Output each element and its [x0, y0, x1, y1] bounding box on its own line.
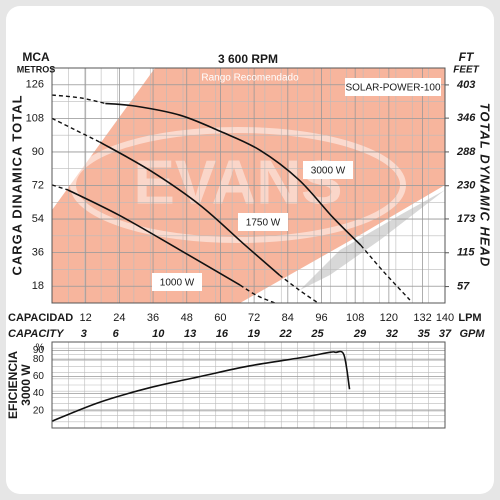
y-tick-label: 90 [32, 146, 44, 158]
x-tick-label: 96 [315, 312, 327, 324]
watermark: EVANS [133, 148, 342, 217]
series-label: 3000 W [311, 166, 346, 177]
eff-unit: % [36, 343, 45, 354]
series-label-box [303, 161, 353, 179]
x2-tick-label: 16 [216, 328, 229, 340]
x2-tick-label: 19 [248, 328, 261, 340]
x-tick-label: 60 [214, 312, 226, 324]
y2-tick-label: 57 [457, 280, 470, 292]
series-label-box [238, 213, 288, 231]
dashed-curve [51, 94, 106, 105]
curve [51, 350, 351, 422]
x2-unit: GPM [459, 328, 485, 340]
y2-unit: FT [459, 50, 475, 64]
y2-tick-label: 173 [457, 213, 475, 225]
y-tick-label: 18 [32, 280, 44, 292]
y-unit: MCA [22, 50, 50, 64]
y-tick-label: 80 [33, 354, 45, 365]
series-label-box [152, 273, 202, 291]
y-tick-label: 40 [33, 388, 45, 399]
x2-tick-label: 32 [386, 328, 398, 340]
y-tick-label: 72 [32, 179, 44, 191]
x2-tick-label: 22 [279, 328, 292, 340]
y2-label: TOTAL DYNAMIC HEAD [478, 103, 493, 268]
y2-tick-label: 115 [457, 247, 475, 259]
logo-ring [70, 127, 406, 243]
x-tick-label: 108 [346, 312, 364, 324]
eff-label: 3000 W [19, 364, 33, 406]
x-tick-label: 72 [248, 312, 260, 324]
dashed-curve [278, 274, 319, 304]
y-tick-label: 108 [26, 112, 44, 124]
series-label: 1750 W [246, 218, 281, 229]
x-tick-label: 132 [413, 312, 431, 324]
curve [67, 189, 241, 286]
x-tick-label: 84 [282, 312, 294, 324]
y2-unit: FEET [453, 65, 479, 76]
x2-tick-label: 37 [439, 328, 452, 340]
x-tick-label: 24 [113, 312, 125, 324]
x-tick-label: 48 [181, 312, 193, 324]
dashed-curve [360, 244, 411, 301]
x2-tick-label: 13 [184, 328, 196, 340]
y-tick-label: 54 [32, 213, 44, 225]
x-unit: LPM [458, 312, 481, 324]
x2-tick-label: 29 [353, 328, 367, 340]
x2-tick-label: 10 [152, 328, 165, 340]
y2-tick-label: 403 [456, 79, 475, 91]
region-label: Rango Recomendado [201, 73, 299, 84]
series-label: 1000 W [160, 278, 195, 289]
model-box [345, 78, 441, 96]
eff-label: EFICIENCIA [6, 351, 20, 419]
x-tick-label: 140 [436, 312, 454, 324]
x2-tick-label: 6 [113, 328, 120, 340]
x2-tick-label: 25 [310, 328, 324, 340]
y2-tick-label: 230 [456, 180, 476, 192]
eff-border [51, 341, 446, 429]
curve [99, 141, 280, 276]
y-tick-label: 36 [32, 247, 44, 259]
x-label: CAPACIDAD [8, 312, 73, 324]
shadow [300, 190, 445, 290]
dashed-curve [51, 184, 69, 191]
y-unit: METROS [17, 64, 56, 74]
x-tick-label: 120 [380, 312, 398, 324]
x-tick-label: 12 [80, 312, 92, 324]
x2-label: CAPACITY [8, 328, 65, 340]
y2-tick-label: 288 [456, 146, 476, 158]
x2-tick-label: 3 [81, 328, 87, 340]
x-tick-label: 36 [147, 312, 159, 324]
y-label: CARGA DINAMICA TOTAL [9, 94, 24, 275]
y2-tick-label: 346 [457, 112, 476, 124]
y-tick-label: 20 [33, 405, 45, 416]
y-tick-label: 60 [33, 371, 45, 382]
chart-title: 3 600 RPM [218, 52, 278, 66]
model: SOLAR-POWER-100 [345, 83, 440, 94]
y-tick-label: 126 [26, 79, 44, 91]
x2-tick-label: 35 [418, 328, 431, 340]
y-tick-label: 90 [33, 345, 45, 356]
curve [105, 102, 362, 246]
